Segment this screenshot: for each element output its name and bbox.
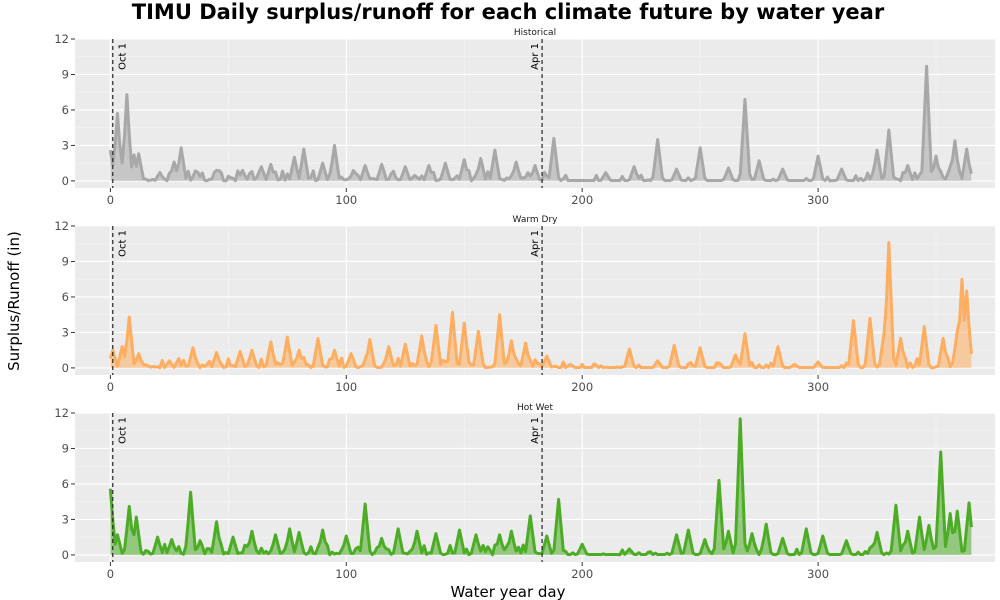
y-tick-label: 3 [62, 512, 69, 526]
y-axis-label: Surplus/Runoff (in) [5, 231, 23, 371]
panel-warm-dry: Oct 1 Apr 1 0 3 6 9 12 0 100 200 300 Warm Dry [54, 215, 995, 394]
series-line [108, 417, 973, 557]
x-tick-label: 0 [107, 193, 114, 207]
reference-line-label: Oct 1 [118, 417, 129, 444]
series-line [108, 241, 973, 370]
x-tick-label: 0 [107, 380, 114, 394]
series-line [108, 64, 973, 183]
x-tick-label: 300 [807, 380, 829, 394]
x-tick-label: 300 [807, 193, 829, 207]
x-tick-label: 200 [571, 193, 593, 207]
y-tick-label: 3 [62, 325, 69, 339]
x-axis-label: Water year day [451, 583, 566, 600]
x-tick-label: 0 [107, 567, 114, 581]
y-tick-label: 9 [62, 67, 69, 81]
y-tick-label: 6 [62, 290, 69, 304]
x-tick-label: 200 [571, 567, 593, 581]
y-tick-label: 12 [54, 32, 69, 46]
y-tick-label: 0 [62, 548, 69, 562]
series-area [110, 242, 972, 368]
panel-hot-wet: Oct 1 Apr 1 0 3 6 9 12 0 100 200 300 Hot Wet [54, 403, 995, 581]
y-tick-label: 12 [54, 406, 69, 420]
reference-line-label: Apr 1 [530, 417, 541, 444]
reference-line-label: Apr 1 [530, 43, 541, 70]
y-tick-label: 9 [62, 254, 69, 268]
y-tick-label: 6 [62, 103, 69, 117]
y-tick-label: 6 [62, 477, 69, 491]
chart-title: TIMU Daily surplus/runoff for each clima… [132, 0, 885, 24]
reference-line-label: Oct 1 [118, 43, 129, 70]
y-tick-label: 0 [62, 361, 69, 375]
panel-title: Warm Dry [513, 215, 559, 225]
y-tick-label: 9 [62, 441, 69, 455]
panel-title: Historical [514, 28, 556, 38]
x-tick-label: 100 [335, 567, 357, 581]
reference-line-label: Oct 1 [118, 230, 129, 257]
y-tick-label: 0 [62, 174, 69, 188]
x-tick-label: 100 [335, 193, 357, 207]
panel-title: Hot Wet [517, 403, 554, 413]
panel-historical: Oct 1 Apr 1 0 3 6 9 12 0 100 200 300 Historical [54, 28, 995, 207]
y-tick-label: 3 [62, 138, 69, 152]
reference-line-label: Apr 1 [530, 230, 541, 257]
x-tick-label: 100 [335, 380, 357, 394]
y-tick-label: 12 [54, 219, 69, 233]
x-tick-label: 200 [571, 380, 593, 394]
x-tick-label: 300 [807, 567, 829, 581]
